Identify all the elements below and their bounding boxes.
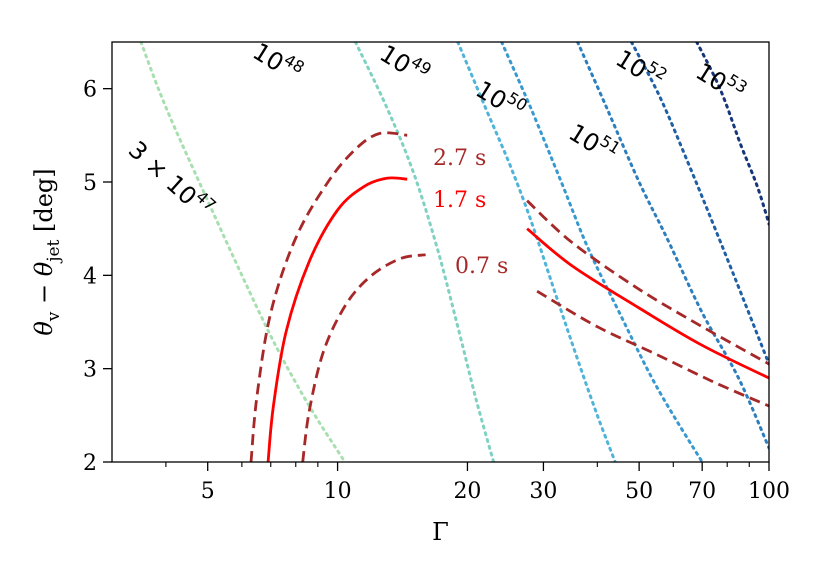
x-tick-label-5: 70: [688, 479, 716, 504]
x-tick-label-2: 20: [453, 479, 481, 504]
contour-label-4: 1051: [564, 115, 624, 169]
time-labels: 2.7 s 1.7 s 0.7 s: [433, 146, 508, 279]
y-tick-label-4: 6: [83, 78, 97, 103]
time-curve-0-segment-1: [526, 199, 769, 366]
time-label-2: 0.7 s: [455, 254, 508, 279]
time-label-1: 1.7 s: [433, 188, 486, 213]
svg-text:1051: 1051: [564, 115, 624, 169]
time-curve-1-segment-0: [266, 176, 408, 462]
y-axis-title: θv − θjet [deg]: [30, 168, 64, 335]
time-curves: [249, 131, 769, 462]
svg-text:3 × 1047: 3 × 1047: [123, 133, 220, 225]
svg-text:1052: 1052: [611, 41, 671, 95]
time-curve-1-segment-1: [526, 227, 769, 380]
plot-frame: [111, 41, 770, 463]
svg-text:1053: 1053: [691, 54, 751, 108]
energy-contour-3: [500, 42, 704, 462]
svg-text:1049: 1049: [375, 36, 435, 90]
contour-label-0: 3 × 1047: [123, 133, 220, 225]
energy-contour-6: [695, 42, 769, 226]
time-curve-2-segment-0: [301, 253, 426, 462]
x-tick-label-6: 100: [748, 479, 790, 504]
y-tick-label-1: 3: [83, 358, 97, 383]
y-tick-label-2: 4: [83, 264, 97, 289]
svg-text:1050: 1050: [471, 72, 531, 126]
x-tick-label-4: 50: [625, 479, 653, 504]
energy-contour-5: [630, 42, 769, 366]
energy-contour-4: [576, 42, 769, 450]
time-label-0: 2.7 s: [433, 146, 486, 171]
time-curve-0-segment-0: [249, 131, 408, 462]
x-tick-label-0: 5: [201, 479, 215, 504]
x-tick-label-1: 10: [324, 479, 352, 504]
energy-contour-0: [139, 42, 347, 462]
x-tick-label-3: 30: [529, 479, 557, 504]
y-tick-label-0: 2: [83, 451, 97, 476]
contour-label-5: 1052: [611, 41, 671, 95]
contour-label-2: 1049: [375, 36, 435, 90]
energy-contour-2: [456, 42, 617, 462]
time-curve-2-segment-1: [536, 289, 769, 408]
contour-label-3: 1050: [471, 72, 531, 126]
contour-label-6: 1053: [691, 54, 751, 108]
y-tick-label-3: 5: [83, 171, 97, 196]
x-axis-title: Γ: [432, 518, 449, 546]
axis-ticks: 5 10 20 30 50 70 100 2 3 4 5 6: [83, 78, 790, 504]
energy-contours: [139, 42, 769, 462]
axis-titles: Γθv − θjet [deg]: [30, 168, 449, 546]
energy-contour-1: [353, 42, 496, 462]
